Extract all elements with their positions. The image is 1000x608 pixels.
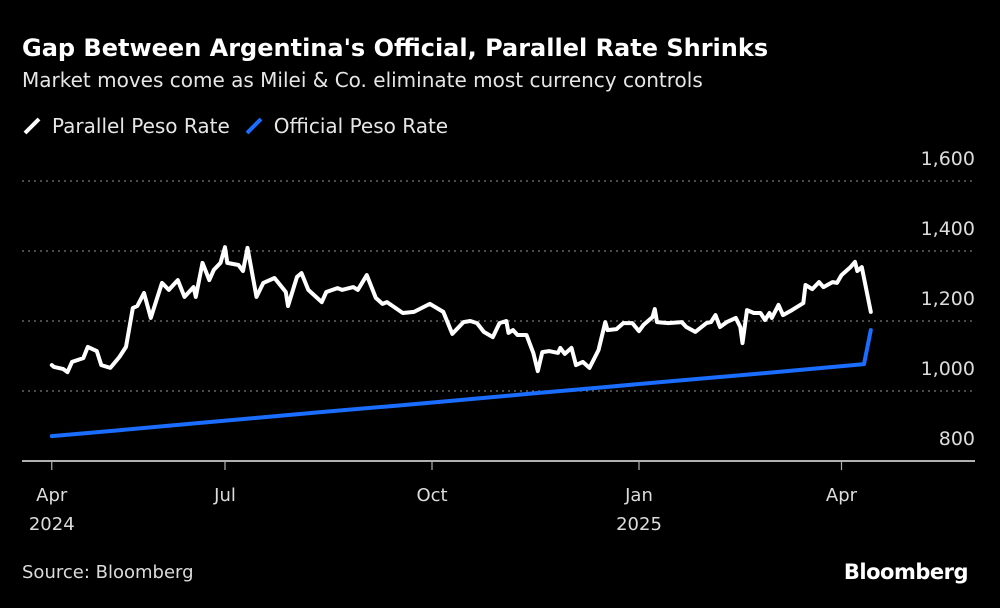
y-tick-label: 1,200 bbox=[921, 288, 975, 310]
y-tick-label: 1,400 bbox=[921, 218, 975, 240]
legend-swatch-parallel bbox=[23, 117, 41, 135]
source-note: Source: Bloomberg bbox=[22, 562, 194, 583]
x-tick-label: Apr bbox=[36, 485, 68, 506]
x-tick-year-label: 2025 bbox=[616, 514, 662, 535]
legend-item-official: Official Peso Rate bbox=[244, 114, 448, 138]
x-tick-label: Jul bbox=[213, 485, 236, 506]
legend-item-parallel: Parallel Peso Rate bbox=[22, 114, 230, 138]
bloomberg-logo: Bloomberg bbox=[843, 560, 969, 584]
legend-label-official: Official Peso Rate bbox=[273, 114, 449, 138]
x-tick-label: Jan bbox=[624, 485, 653, 506]
chart-subtitle: Market moves come as Milei & Co. elimina… bbox=[22, 68, 703, 92]
x-tick-label: Oct bbox=[416, 485, 447, 506]
y-tick-label: 1,000 bbox=[921, 358, 975, 380]
y-tick-label: 1,600 bbox=[921, 148, 975, 170]
chart-title: Gap Between Argentina's Official, Parall… bbox=[22, 34, 769, 62]
legend-label-parallel: Parallel Peso Rate bbox=[52, 114, 230, 138]
y-tick-label: 800 bbox=[939, 428, 975, 450]
x-tick-label: Apr bbox=[826, 485, 858, 506]
legend: Parallel Peso Rate Official Peso Rate bbox=[22, 114, 462, 138]
legend-swatch-official bbox=[245, 117, 263, 135]
x-tick-year-label: 2024 bbox=[29, 514, 75, 535]
series-line-official-peso-rate bbox=[49, 328, 873, 439]
series-line-parallel-peso-rate bbox=[49, 245, 873, 375]
